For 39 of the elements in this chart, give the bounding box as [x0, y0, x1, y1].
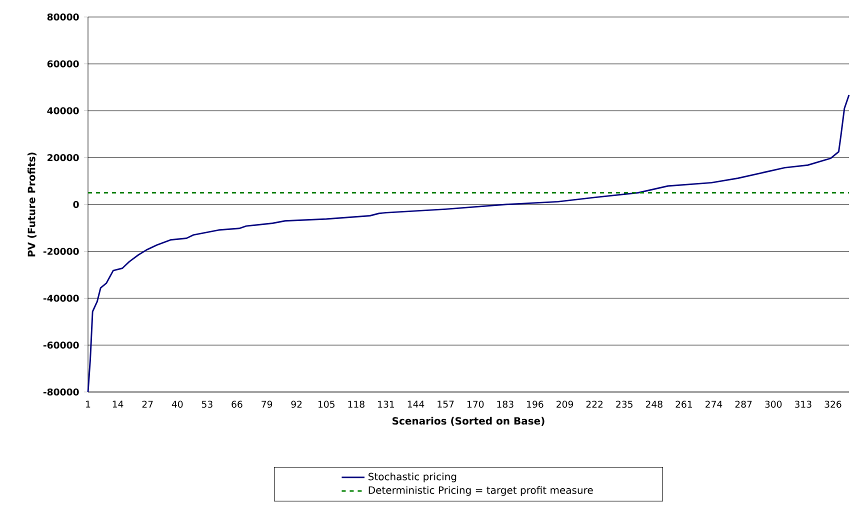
y-tick-label: 40000 [47, 107, 79, 114]
y-tick-label: 60000 [47, 60, 79, 68]
x-tick-label: 118 [348, 400, 364, 408]
x-tick-label: 92 [291, 400, 302, 408]
x-tick-label: 144 [408, 400, 424, 408]
x-tick-label: 27 [142, 400, 153, 408]
x-tick-label: 170 [467, 400, 484, 408]
x-tick-label: 14 [112, 400, 124, 408]
y-tick-label: -80000 [43, 388, 79, 396]
x-tick-label: 105 [318, 400, 334, 408]
x-tick-label: 157 [438, 400, 454, 408]
x-tick-label: 183 [497, 400, 514, 408]
x-tick-label: 261 [676, 400, 692, 408]
x-tick-label: 66 [232, 400, 242, 408]
x-tick-label: 300 [765, 400, 782, 408]
x-tick-label: 209 [556, 400, 574, 408]
legend-label: Deterministic Pricing = target profit measure [368, 486, 593, 496]
y-tick-label: -20000 [43, 248, 79, 255]
y-axis-title: PV (Future Profits) [28, 152, 36, 256]
x-tick-label: 313 [794, 400, 812, 408]
x-tick-label: 248 [646, 400, 662, 408]
x-axis-title: Scenarios (Sorted on Base) [392, 416, 544, 426]
x-tick-label: 235 [616, 400, 632, 408]
legend-label: Stochastic pricing [368, 472, 456, 482]
x-tick-label: 196 [527, 400, 544, 408]
y-tick-label: -60000 [43, 342, 79, 349]
x-tick-label: 53 [202, 400, 212, 408]
x-tick-label: 1 [86, 400, 90, 408]
x-tick-label: 131 [378, 400, 394, 408]
y-tick-label: 80000 [47, 13, 79, 21]
x-tick-label: 40 [172, 400, 183, 408]
x-tick-label: 287 [735, 400, 752, 408]
y-tick-label: -40000 [43, 294, 79, 302]
y-tick-label: 0 [73, 200, 79, 208]
y-tick-label: 20000 [48, 154, 79, 162]
x-tick-label: 326 [824, 400, 842, 408]
x-tick-label: 79 [262, 400, 272, 408]
x-tick-label: 274 [706, 400, 722, 408]
x-tick-label: 222 [586, 400, 603, 408]
